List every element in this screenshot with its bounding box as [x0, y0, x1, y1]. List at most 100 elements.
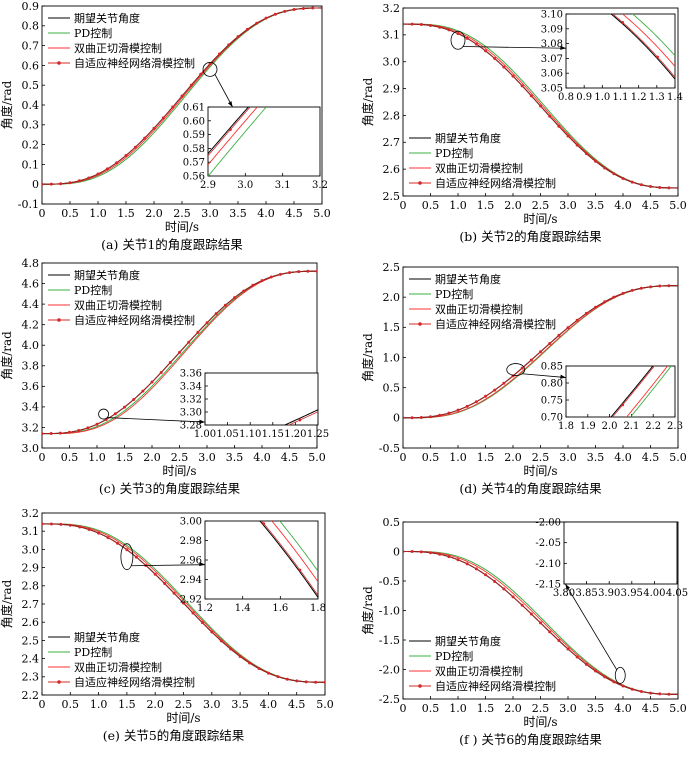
- legend-desired-label: 期望关节角度: [435, 634, 501, 648]
- nn-marker-point: [429, 551, 433, 555]
- nn-marker-point: [548, 342, 552, 346]
- y-tick-label: -1.5: [379, 634, 400, 647]
- nn-marker-point: [621, 684, 625, 688]
- inset-x-tick-label: 1.4: [667, 92, 683, 103]
- nn-marker-point: [410, 416, 414, 420]
- nn-marker-point: [97, 531, 101, 535]
- nn-marker-point: [229, 647, 233, 651]
- x-tick-label: 2.0: [504, 199, 522, 212]
- nn-marker-point: [236, 35, 240, 39]
- nn-marker-point: [612, 680, 616, 684]
- legend-desired-label: 期望关节角度: [74, 268, 140, 282]
- inset-x-tick-label: 2.1: [623, 421, 639, 432]
- y-tick-label: 0.5: [383, 382, 401, 395]
- nn-marker-point: [630, 180, 634, 184]
- nn-marker-point: [511, 74, 515, 78]
- nn-marker-point: [124, 153, 128, 157]
- x-tick-label: 3.0: [203, 698, 221, 711]
- inset-y-tick-label: 0.85: [541, 362, 563, 373]
- y-tick-label: -0.1: [18, 198, 39, 211]
- y-tick-label: 3.1: [383, 29, 401, 42]
- y-axis-label: 角度/rad: [0, 80, 14, 129]
- inset-series-tanh-smc: [208, 107, 258, 166]
- nn-marker-point: [429, 24, 433, 28]
- nn-marker-point: [667, 186, 671, 190]
- inset-y-tick-label: 3.34: [180, 382, 202, 393]
- inset-x-tick-label: 0.9: [576, 92, 592, 103]
- x-tick-label: 1.0: [90, 698, 108, 711]
- nn-marker-point: [178, 350, 182, 354]
- inset-y-tick-label: 0.70: [541, 413, 563, 424]
- nn-marker-point: [456, 408, 460, 412]
- y-tick-label: 3.4: [22, 401, 40, 414]
- legend-tanh-smc-label: 双曲正切滑模控制: [435, 161, 523, 175]
- nn-marker-point: [676, 692, 678, 696]
- y-tick-label: 3.0: [22, 543, 40, 556]
- y-tick-label: 2.8: [383, 109, 401, 122]
- nn-marker-point: [447, 411, 451, 415]
- zoom-inset: 1.2 1.4 1.6 1.8 2.92 2.94 2.96 2.98 3.00: [180, 517, 326, 615]
- inset-y-tick-label: 3.00: [180, 517, 202, 528]
- inset-x-tick-label: 2.0: [602, 421, 618, 432]
- chart-panel-2: 0 0.5 1.0 1.5 2.0 2.5 3.0 3.5 4.0 4.5 5.0 2.5 2.6 2.7…: [360, 2, 687, 244]
- legend-adaptive-nn-smc-label: 自适应神经网络滑模控制: [435, 317, 556, 331]
- nn-marker-point: [159, 370, 163, 374]
- nn-marker-point: [314, 680, 318, 684]
- nn-marker-point: [301, 6, 305, 10]
- nn-marker-point: [410, 550, 414, 554]
- nn-marker-point: [96, 172, 100, 176]
- nn-marker-point: [257, 667, 261, 671]
- zoom-inset: 0.8 0.9 1.0 1.1 1.2 1.3 1.4 3.05 3.06 3.07 3.08 3.0…: [541, 10, 683, 104]
- zoom-inset: 3.80 3.85 3.90 3.95 4.00 4.05 -2.15 -2.10 -2.05 -…: [535, 518, 688, 639]
- nn-marker-point: [493, 57, 497, 61]
- x-tick-label: 3.0: [559, 451, 577, 464]
- inset-x-tick-label: 3.90: [598, 588, 620, 599]
- y-tick-label: 2.9: [383, 82, 401, 95]
- inset-x-tick-label: 1.2: [631, 92, 647, 103]
- zoom-inset: 1.8 1.9 2.0 2.1 2.2 2.3 0.70 0.75 0.80 0.85: [541, 362, 683, 433]
- x-tick-label: 0: [39, 451, 46, 464]
- y-tick-label: 0.8: [22, 20, 40, 33]
- inset-x-tick-label: 3.2: [312, 180, 328, 191]
- inset-y-tick-label: -2.10: [535, 559, 561, 570]
- nn-marker-point: [283, 9, 287, 13]
- inset-series-group: [610, 366, 672, 417]
- nn-marker-point: [658, 284, 662, 288]
- nn-marker-point: [456, 558, 460, 562]
- zoom-region-ellipse: [450, 30, 466, 50]
- legend-desired-label: 期望关节角度: [74, 11, 140, 25]
- nn-marker-point: [87, 176, 91, 180]
- x-tick-label: 2.5: [532, 451, 550, 464]
- x-axis-label: 时间/s: [523, 212, 557, 226]
- legend-tanh-smc-label: 双曲正切滑模控制: [435, 302, 523, 316]
- nn-marker-point: [658, 186, 662, 190]
- nn-marker-point: [639, 286, 643, 290]
- nn-marker-point: [594, 669, 598, 673]
- y-tick-label: 2.5: [383, 261, 401, 274]
- y-tick-label: 3.2: [22, 421, 40, 434]
- y-tick-label: 4.8: [22, 257, 40, 270]
- inset-series-pd: [564, 592, 677, 639]
- nn-marker-point: [311, 6, 315, 10]
- y-tick-label: 0.5: [22, 79, 40, 92]
- inset-y-tick-label: 0.80: [541, 379, 563, 390]
- nn-marker-point: [133, 145, 137, 149]
- y-tick-label: 0: [32, 178, 39, 191]
- nn-marker-point: [248, 661, 252, 665]
- nn-marker-point: [410, 22, 414, 26]
- nn-marker-point: [621, 291, 625, 295]
- inset-nn-marker-point: [621, 625, 624, 628]
- nn-marker-point: [667, 692, 671, 696]
- nn-marker-point: [125, 548, 129, 552]
- nn-marker-point: [557, 639, 561, 643]
- nn-marker-point: [639, 690, 643, 694]
- inset-series-group: [208, 107, 267, 176]
- nn-marker-point: [227, 43, 231, 47]
- series-group: [42, 6, 322, 186]
- nn-marker-point: [447, 555, 451, 559]
- nn-marker-point: [575, 655, 579, 659]
- legend-adaptive-nn-smc-label: 自适应神经网络滑模控制: [74, 675, 195, 689]
- nn-marker-point: [520, 366, 524, 370]
